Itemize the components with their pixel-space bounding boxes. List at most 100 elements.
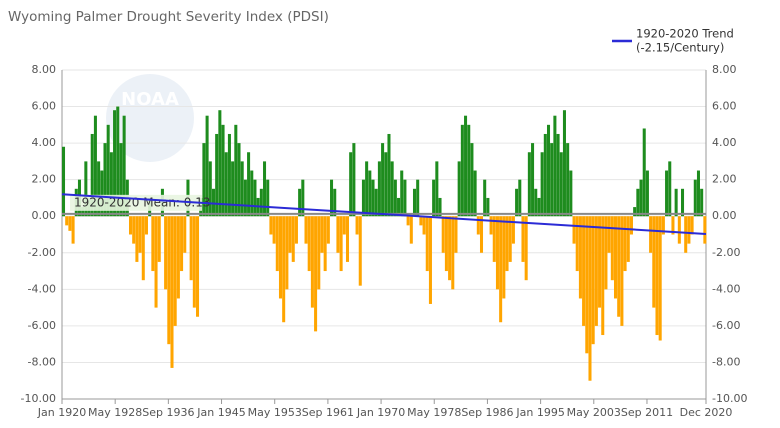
bar (531, 143, 535, 217)
x-tick-label: May 1978 (407, 406, 461, 419)
bar (320, 216, 324, 253)
bar (224, 152, 228, 217)
bar (65, 216, 69, 226)
bar (275, 216, 279, 272)
bar (610, 216, 614, 281)
bar (253, 179, 257, 217)
bar (294, 216, 298, 244)
logo (106, 74, 194, 162)
bar (582, 216, 586, 326)
bar (435, 161, 439, 217)
y2-tick-label: -6.00 (712, 319, 740, 332)
bar (515, 188, 519, 217)
y2-tick-label: -8.00 (712, 355, 740, 368)
bar (416, 179, 420, 217)
bar (559, 152, 563, 217)
bar (103, 143, 107, 217)
bar (90, 133, 94, 217)
x-tick-label: May 1953 (248, 406, 302, 419)
bar (569, 170, 573, 217)
bar (62, 146, 66, 217)
bar (470, 143, 474, 217)
bar (684, 216, 688, 253)
bar (129, 216, 133, 235)
bar (527, 152, 531, 217)
bar (681, 188, 685, 217)
y-tick-label: 8.00 (32, 63, 57, 76)
bar (352, 143, 356, 217)
bar (556, 133, 560, 217)
bar (183, 216, 187, 253)
bar (116, 106, 120, 217)
bar (677, 216, 681, 244)
bar (355, 216, 359, 235)
bar (495, 216, 499, 290)
bar (135, 216, 139, 262)
bar (240, 161, 244, 217)
bar (428, 216, 432, 304)
bar (282, 216, 286, 323)
bar (342, 216, 346, 235)
bar (247, 152, 251, 217)
y2-tick-label: 6.00 (712, 100, 737, 113)
bar (700, 188, 704, 217)
bar (575, 216, 579, 272)
bar (390, 161, 394, 217)
bar (617, 216, 621, 317)
bar (122, 115, 126, 217)
bar (505, 216, 509, 272)
bar (339, 216, 343, 272)
bar (642, 128, 646, 217)
bar (205, 115, 209, 217)
bar (397, 197, 401, 217)
bar (550, 143, 554, 217)
x-tick-label: Jan 1995 (515, 406, 564, 419)
bar (626, 216, 630, 262)
bar (317, 216, 321, 290)
bar (499, 216, 503, 323)
bar (176, 216, 180, 299)
bar (687, 216, 691, 244)
bar (81, 207, 85, 217)
bar (448, 216, 452, 281)
bar (403, 179, 407, 217)
bar (486, 197, 490, 217)
bar (151, 216, 155, 272)
bar (483, 179, 487, 217)
bar (93, 115, 97, 217)
bar (358, 216, 362, 286)
y2-tick-label: 4.00 (712, 136, 737, 149)
bar (620, 216, 624, 326)
y2-tick-label: -2.00 (712, 246, 740, 259)
y-tick-label: 0.00 (32, 209, 57, 222)
bar (693, 179, 697, 217)
bar (613, 216, 618, 299)
bar (534, 188, 538, 217)
x-tick-label: Jan 1945 (196, 406, 245, 419)
bar (234, 124, 238, 217)
y2-tick-label: 8.00 (712, 63, 737, 76)
y2-tick-label: 2.00 (712, 173, 737, 186)
bar (361, 179, 365, 217)
bar (349, 152, 353, 217)
bar (288, 216, 292, 253)
y-tick-label: -6.00 (28, 319, 56, 332)
bar (154, 216, 158, 308)
bar (543, 133, 547, 217)
bar (208, 161, 212, 217)
bar (100, 170, 104, 217)
bar (425, 216, 429, 272)
bar (333, 188, 337, 217)
bar (231, 161, 235, 217)
bar (68, 216, 72, 231)
x-tick-label: Sep 2011 (621, 406, 673, 419)
bar (323, 216, 327, 272)
bar (690, 216, 694, 235)
bar (438, 197, 442, 217)
bar (400, 170, 404, 217)
bar (71, 216, 75, 244)
x-tick-label: Sep 1986 (461, 406, 513, 419)
y2-tick-label: -10.00 (712, 392, 747, 405)
